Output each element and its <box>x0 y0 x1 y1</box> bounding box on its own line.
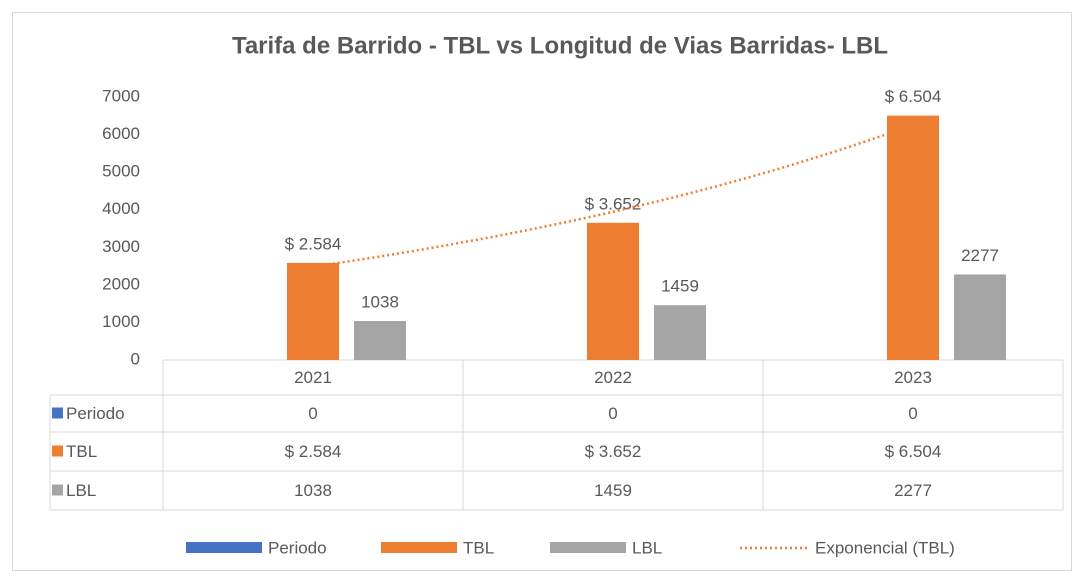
table-cell: 0 <box>608 404 617 423</box>
table-cell: 0 <box>908 404 917 423</box>
y-tick-label: 6000 <box>102 124 140 143</box>
legend-key <box>550 542 626 553</box>
table-cell: 1459 <box>594 481 632 500</box>
table-cell: 0 <box>308 404 317 423</box>
legend-key <box>186 542 262 553</box>
legend-label: Periodo <box>268 538 327 557</box>
legend-label: Exponencial (TBL) <box>815 538 955 557</box>
bar <box>354 321 406 360</box>
y-tick-label: 1000 <box>102 312 140 331</box>
trendline <box>312 123 914 268</box>
table-cell: $ 6.504 <box>885 442 942 461</box>
x-tick-label: 2022 <box>594 368 632 387</box>
legend-key <box>381 542 457 553</box>
bar <box>654 305 706 360</box>
table-cell: 1038 <box>294 481 332 500</box>
bar <box>887 115 939 360</box>
bar <box>954 274 1006 360</box>
x-tick-label: 2023 <box>894 368 932 387</box>
legend-label: LBL <box>632 538 662 557</box>
data-label: $ 3.652 <box>585 194 642 213</box>
legend-label: TBL <box>463 538 494 557</box>
chart-title: Tarifa de Barrido - TBL vs Longitud de V… <box>232 32 888 59</box>
table-row-label: Periodo <box>66 404 125 423</box>
table-row-label: LBL <box>66 481 96 500</box>
data-label: 2277 <box>961 246 999 265</box>
y-tick-label: 3000 <box>102 237 140 256</box>
bar <box>287 262 339 360</box>
data-label: 1038 <box>361 292 399 311</box>
table-row-label: TBL <box>66 442 97 461</box>
data-label: $ 6.504 <box>885 87 942 106</box>
y-tick-label: 5000 <box>102 162 140 181</box>
x-tick-label: 2021 <box>294 368 332 387</box>
bar <box>587 222 639 360</box>
table-key <box>52 445 63 457</box>
data-label: $ 2.584 <box>285 234 342 253</box>
table-cell: $ 3.652 <box>585 442 642 461</box>
table-key <box>52 407 63 419</box>
y-tick-label: 0 <box>131 349 140 368</box>
data-label: 1459 <box>661 277 699 296</box>
table-cell: $ 2.584 <box>285 442 342 461</box>
table-cell: 2277 <box>894 481 932 500</box>
y-tick-label: 2000 <box>102 274 140 293</box>
y-tick-label: 7000 <box>102 86 140 105</box>
table-key <box>52 484 63 496</box>
y-tick-label: 4000 <box>102 199 140 218</box>
